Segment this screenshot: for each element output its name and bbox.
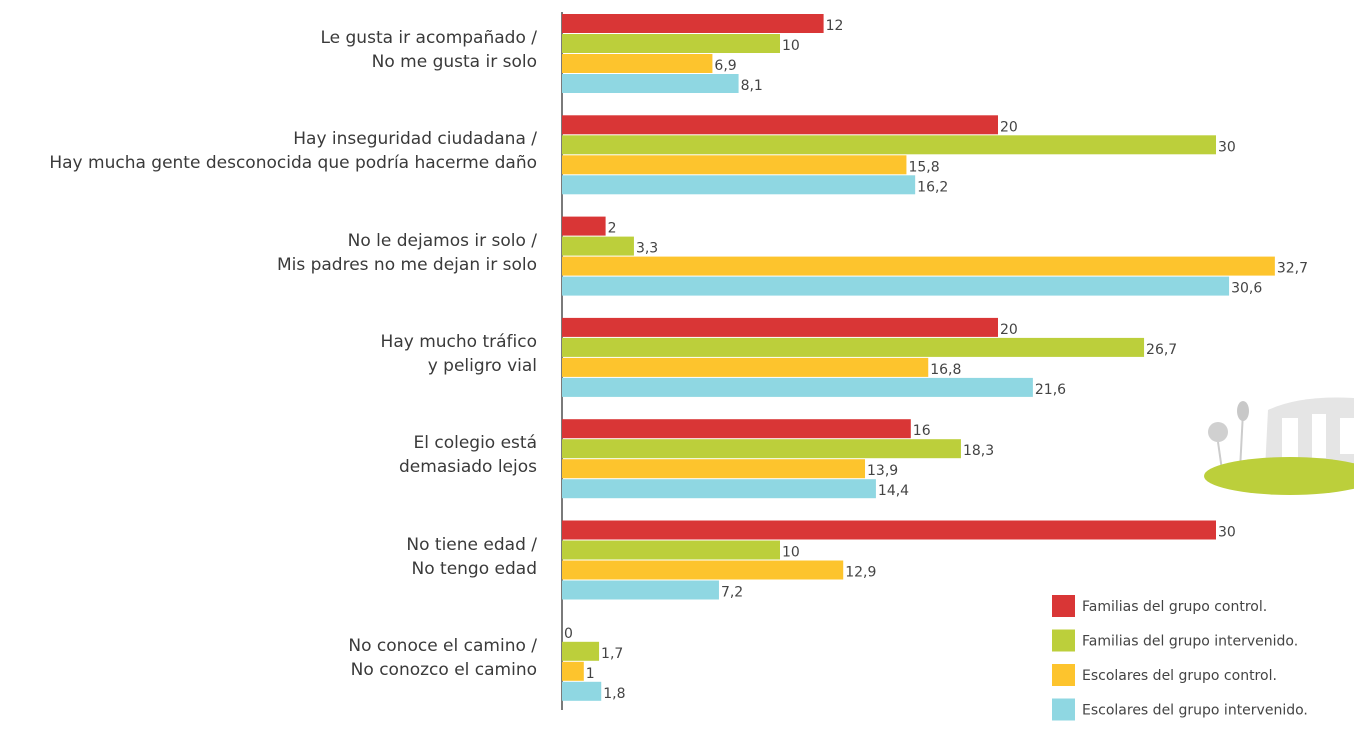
legend-swatch [1052, 664, 1075, 686]
value-label: 3,3 [636, 241, 658, 257]
value-label: 16,8 [930, 362, 961, 378]
value-label: 21,6 [1035, 382, 1066, 398]
value-label: 30 [1218, 139, 1236, 155]
bar [562, 74, 739, 93]
bar [562, 54, 713, 73]
value-label: 16 [913, 423, 931, 439]
legend-label: Familias del grupo intervenido. [1082, 634, 1298, 650]
value-label: 20 [1000, 322, 1018, 338]
value-label: 6,9 [714, 58, 736, 74]
category-label: No tiene edad / No tengo edad [406, 534, 537, 579]
bar [562, 377, 1033, 397]
bar [562, 236, 634, 256]
bar [562, 115, 998, 135]
bar [562, 155, 907, 175]
value-label: 8,1 [741, 78, 763, 94]
bar [562, 681, 602, 701]
value-label: 1,8 [603, 686, 625, 702]
bar [562, 337, 1145, 357]
bar [562, 560, 844, 580]
bar [562, 540, 780, 560]
value-label: 13,9 [867, 463, 898, 479]
category-label: No le dejamos ir solo / Mis padres no me… [276, 230, 537, 275]
bar [562, 439, 961, 459]
value-label: 20 [1000, 119, 1018, 135]
legend-label: Escolares del grupo intervenido. [1082, 703, 1308, 719]
bar [562, 317, 998, 337]
bar [562, 580, 719, 600]
value-label: 26,7 [1146, 342, 1177, 358]
bar [562, 419, 911, 439]
legend-swatch [1052, 595, 1075, 617]
bar [562, 175, 916, 195]
value-label: 16,2 [917, 179, 948, 195]
legend-label: Escolares del grupo control. [1082, 668, 1277, 684]
value-label: 10 [782, 38, 800, 54]
value-label: 30 [1218, 525, 1236, 541]
bar [562, 34, 780, 53]
value-label: 7,2 [721, 585, 743, 601]
category-label: El colegio está demasiado lejos [399, 433, 537, 478]
bar [562, 479, 876, 499]
bar [562, 661, 584, 681]
bar [562, 276, 1230, 296]
bar [562, 520, 1216, 540]
value-label: 1 [586, 666, 595, 682]
bar [562, 14, 824, 33]
bar [562, 357, 929, 377]
value-label: 12 [826, 18, 844, 34]
value-label: 32,7 [1277, 261, 1308, 277]
legend-label: Familias del grupo control. [1082, 599, 1267, 615]
value-label: 30,6 [1231, 281, 1262, 297]
category-label: Hay inseguridad ciudadana / Hay mucha ge… [49, 129, 537, 174]
bar [562, 459, 866, 479]
value-label: 15,8 [908, 159, 939, 175]
category-label: Le gusta ir acompañado / No me gusta ir … [320, 28, 537, 72]
bar [562, 641, 600, 661]
bar [562, 216, 606, 236]
bar [562, 256, 1275, 276]
legend-swatch [1052, 629, 1075, 652]
value-label: 12,9 [845, 565, 876, 581]
value-label: 1,7 [601, 646, 623, 662]
legend-swatch [1052, 698, 1075, 721]
bar [562, 135, 1216, 155]
decoration [1204, 397, 1354, 495]
value-label: 2 [608, 221, 617, 237]
value-label: 10 [782, 545, 800, 561]
value-label: 0 [564, 626, 573, 642]
category-label: No conoce el camino / No conozco el cami… [348, 635, 537, 680]
category-label: Hay mucho tráfico y peligro vial [380, 331, 537, 376]
value-label: 14,4 [878, 483, 909, 499]
value-label: 18,3 [963, 443, 994, 459]
